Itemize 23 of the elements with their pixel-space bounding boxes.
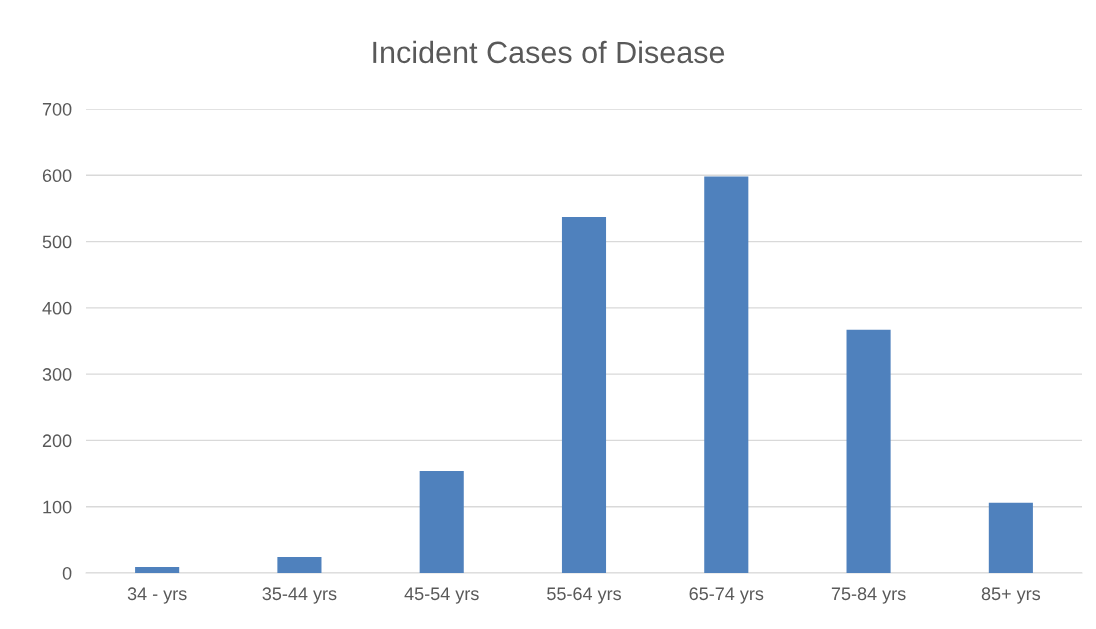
x-tick-label: 85+ yrs bbox=[981, 587, 1041, 604]
bar bbox=[988, 502, 1033, 573]
x-tick-label: 65-74 yrs bbox=[689, 587, 764, 604]
y-tick-label: 300 bbox=[42, 368, 72, 381]
y-tick-label: 100 bbox=[43, 500, 72, 514]
y-tick-label: 700 bbox=[42, 102, 72, 116]
x-tick-label: 34 - yrs bbox=[127, 587, 187, 604]
bar bbox=[561, 217, 607, 573]
y-tick-label: 200 bbox=[42, 434, 72, 448]
x-tick-label: 35-44 yrs bbox=[262, 587, 337, 604]
y-tick-label: 0 bbox=[62, 566, 72, 580]
bar bbox=[135, 567, 180, 573]
x-tick-label: 45-54 yrs bbox=[404, 587, 479, 604]
bar bbox=[704, 176, 749, 573]
x-tick-label: 55-64 yrs bbox=[547, 587, 621, 604]
chart-title: Incident Cases of Disease bbox=[373, 40, 725, 64]
bar bbox=[277, 557, 322, 573]
y-tick-label: 400 bbox=[42, 301, 72, 315]
bar bbox=[419, 470, 464, 573]
y-tick-label: 600 bbox=[42, 169, 72, 183]
x-tick-label: 75-84 yrs bbox=[831, 587, 906, 604]
bar bbox=[846, 329, 891, 573]
y-tick-label: 500 bbox=[42, 235, 72, 249]
